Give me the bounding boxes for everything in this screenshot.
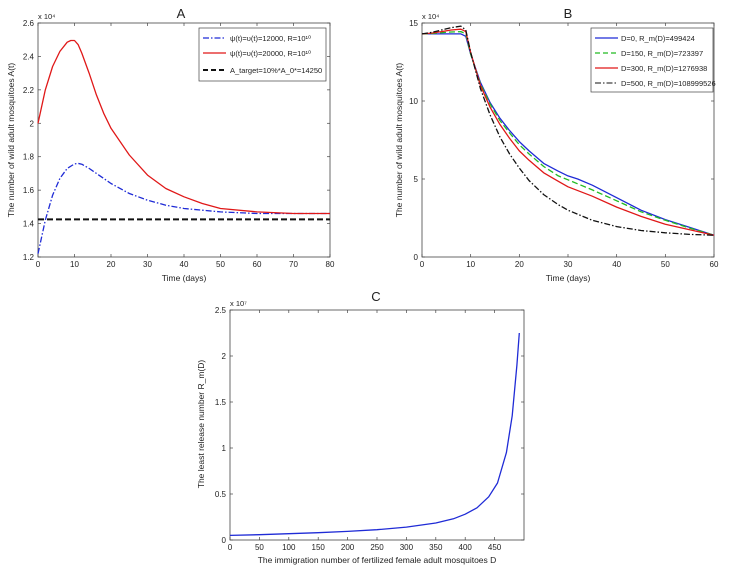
panel-b-ticks: 0 10 20 30 40 50 60 0 5 10 15 — [409, 19, 719, 269]
legend-label-b-1: D=0, R_m(D)=499424 — [621, 34, 695, 43]
y-tick-label: 10 — [409, 97, 418, 106]
x-tick-label: 100 — [282, 543, 296, 552]
y-tick-label: 2.2 — [23, 86, 35, 95]
y-tick-label: 1.8 — [23, 153, 35, 162]
x-tick-label: 0 — [36, 260, 41, 269]
legend-label-b-4: D=500, R_m(D)=108999526 — [621, 79, 716, 88]
y-tick-label: 15 — [409, 19, 418, 28]
x-tick-label: 70 — [289, 260, 298, 269]
series-line-b-4 — [421, 25, 715, 236]
panel-a-x-label: Time (days) — [162, 273, 207, 283]
legend-label-b-3: D=300, R_m(D)=1276938 — [621, 64, 707, 73]
panel-b-x-label: Time (days) — [546, 273, 591, 283]
x-tick-label: 80 — [326, 260, 335, 269]
series-line-a-2 — [37, 39, 330, 215]
y-tick-label: 0 — [414, 253, 419, 262]
x-tick-label: 10 — [70, 260, 79, 269]
legend-label-a-3: A_target=10%*A_0*=14250 — [230, 66, 322, 75]
x-tick-label: 60 — [710, 260, 719, 269]
panel-a-ticks: 0 10 20 30 40 50 60 70 80 1.2 1.4 1.6 1.8 2 2.2 2.4 2.6 — [23, 19, 335, 269]
y-tick-label: 1.5 — [215, 398, 227, 407]
panel-c-ticks: 0 50 100 150 200 250 300 350 400 450 0 0.5 1 1.5 2 2.5 — [215, 306, 524, 552]
x-tick-label: 200 — [341, 543, 355, 552]
legend-label-b-2: D=150, R_m(D)=723397 — [621, 49, 703, 58]
panel-c-series — [229, 332, 520, 537]
series-line-c-1 — [229, 332, 520, 537]
y-tick-label: 2 — [30, 119, 35, 128]
panel-a-y-exponent: x 10⁴ — [38, 12, 55, 21]
series-line-b-1 — [422, 33, 715, 236]
x-tick-label: 0 — [420, 260, 425, 269]
panel-b-y-exponent: x 10⁴ — [422, 12, 439, 21]
x-tick-label: 50 — [255, 543, 264, 552]
y-tick-label: 2.6 — [23, 19, 35, 28]
y-tick-label: 1 — [222, 444, 227, 453]
series-line-b-3 — [421, 28, 715, 236]
x-tick-label: 20 — [107, 260, 116, 269]
x-tick-label: 30 — [143, 260, 152, 269]
x-tick-label: 60 — [253, 260, 262, 269]
panel-c-x-label: The immigration number of fertilized fem… — [258, 555, 497, 565]
panel-b-series — [421, 25, 715, 236]
x-tick-label: 350 — [429, 543, 443, 552]
panel-c: C 0 50 100 150 200 250 300 350 400 450 0 0.5 1 1.5 2 2.… — [196, 289, 525, 565]
y-tick-label: 2 — [222, 352, 227, 361]
y-tick-label: 5 — [414, 175, 419, 184]
y-tick-label: 1.4 — [23, 220, 35, 229]
y-tick-label: 2.5 — [215, 306, 227, 315]
x-tick-label: 150 — [312, 543, 326, 552]
panel-c-y-label: The least release number R_m(D) — [196, 360, 206, 489]
x-tick-label: 300 — [400, 543, 414, 552]
x-tick-label: 40 — [612, 260, 621, 269]
legend-label-a-1: ψ(t)=υ(t)=12000, R=10¹⁰ — [230, 34, 311, 43]
panel-c-title: C — [371, 289, 380, 304]
panel-a-series — [37, 39, 330, 254]
x-tick-label: 400 — [459, 543, 473, 552]
y-tick-label: 0 — [222, 536, 227, 545]
panel-b-legend-box — [590, 27, 714, 93]
legend-label-a-2: ψ(t)=υ(t)=20000, R=10¹⁰ — [230, 49, 311, 58]
y-tick-label: 1.6 — [23, 186, 35, 195]
panel-a-y-label: The number of wild adult mosquitoes A(t) — [6, 63, 16, 218]
x-tick-label: 50 — [216, 260, 225, 269]
x-tick-label: 20 — [515, 260, 524, 269]
x-tick-label: 40 — [180, 260, 189, 269]
series-line-a-1 — [37, 162, 330, 254]
panel-b-y-label: The number of wild adult mosquitoes A(t) — [394, 63, 404, 218]
y-tick-label: 1.2 — [23, 253, 35, 262]
y-tick-label: 2.4 — [23, 52, 35, 61]
x-tick-label: 50 — [661, 260, 670, 269]
y-tick-label: 0.5 — [215, 490, 227, 499]
x-tick-label: 250 — [370, 543, 384, 552]
panel-a-legend-box — [198, 27, 327, 82]
x-tick-label: 450 — [488, 543, 502, 552]
panel-a-legend: ψ(t)=υ(t)=12000, R=10¹⁰ ψ(t)=υ(t)=20000,… — [198, 27, 327, 82]
panel-c-y-exponent: x 10⁷ — [230, 299, 247, 308]
panel-a: A 0 10 20 30 40 50 60 70 80 1.2 1.4 1.6 1.8 2 2.2 2.4 2.… — [6, 6, 335, 283]
x-tick-label: 0 — [228, 543, 233, 552]
x-tick-label: 10 — [466, 260, 475, 269]
panel-b-title: B — [564, 6, 573, 21]
panel-a-title: A — [177, 6, 186, 21]
panel-b-legend: D=0, R_m(D)=499424 D=150, R_m(D)=723397 … — [590, 27, 716, 93]
x-tick-label: 30 — [564, 260, 573, 269]
